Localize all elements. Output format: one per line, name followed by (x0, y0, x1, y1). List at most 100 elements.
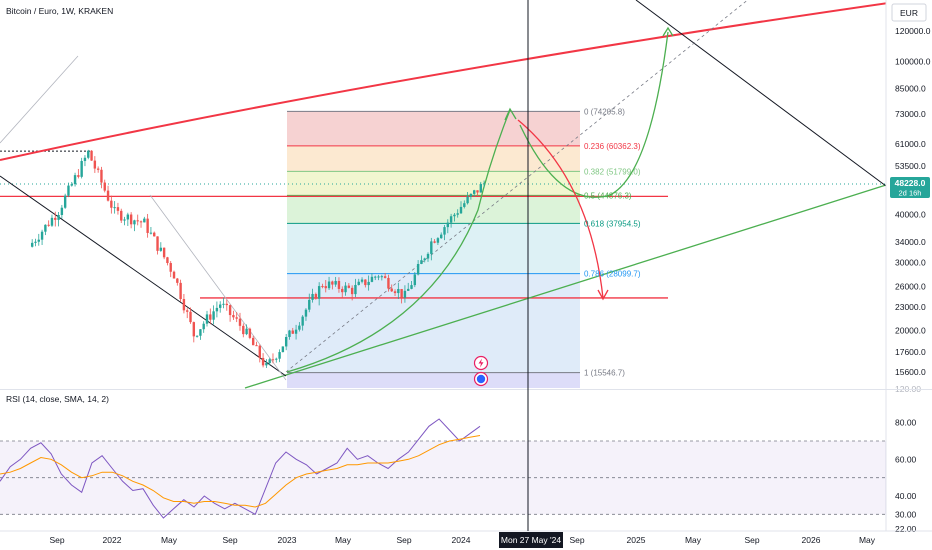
candle-body (347, 285, 351, 288)
crosshair-date: Mon 27 May '24 (501, 535, 561, 545)
price-tick: 20000.0 (895, 325, 926, 335)
candle-body (57, 214, 60, 220)
candle-body (73, 175, 77, 185)
candle-body (44, 224, 47, 232)
candle-body (410, 285, 413, 289)
candle-body (271, 359, 275, 361)
candle-body (146, 218, 149, 233)
candle-body (60, 207, 64, 215)
candle-body (40, 231, 44, 240)
candle-body (176, 278, 179, 283)
drawing-layer[interactable] (0, 0, 930, 389)
candle-body (331, 281, 334, 285)
candle-body (407, 288, 410, 291)
candle-body (195, 335, 199, 337)
candle-body (413, 274, 417, 286)
candle-body (156, 236, 159, 251)
candle-body (235, 317, 238, 319)
price-tick: 17600.0 (895, 347, 926, 357)
candle-body (162, 247, 166, 258)
fib-label: 0.236 (60362.3) (584, 142, 641, 151)
time-axis[interactable]: Sep 2022 May Sep 2023 May Sep 2024 Sep 2025 May Sep… (49, 535, 875, 545)
candle-body (436, 238, 440, 243)
candle-body (423, 258, 426, 261)
lightning-icon[interactable] (473, 355, 489, 371)
candle-body (383, 276, 387, 278)
price-axis[interactable] (886, 0, 932, 531)
rsi-line (0, 418, 481, 519)
price-tick: 15600.0 (895, 367, 926, 377)
candle-body (228, 305, 232, 316)
last-price-tag (890, 177, 930, 198)
price-tick: 23000.0 (895, 302, 926, 312)
price-tick: 40000.0 (895, 210, 926, 220)
price-tick: 30000.0 (895, 258, 926, 268)
price-tick: 85000.0 (895, 84, 926, 94)
candle-body (449, 216, 453, 223)
candle-body (110, 200, 113, 208)
price-tick: 34000.0 (895, 237, 926, 247)
descending-line (0, 175, 287, 377)
candle-body (80, 160, 83, 177)
candle-body (225, 303, 228, 306)
candle-body (430, 241, 433, 254)
candle-body (261, 357, 265, 366)
candle-body (304, 309, 308, 317)
fib-zone (287, 273, 580, 373)
candle-body (116, 207, 120, 211)
candle-body (129, 214, 133, 225)
candle-body (466, 196, 469, 204)
candle-body (126, 214, 130, 220)
rsi-tick: 80.00 (895, 418, 917, 428)
currency-button[interactable] (891, 3, 927, 22)
candle-body (456, 213, 459, 215)
candle-body (248, 328, 252, 338)
candle-body (301, 316, 304, 326)
candle-body (268, 359, 271, 364)
candle-body (440, 234, 443, 239)
candle-body (37, 239, 40, 242)
candle-body (202, 323, 205, 330)
event-marker-icon[interactable] (473, 371, 489, 387)
candle-body (232, 315, 235, 318)
price-tick: 73000.0 (895, 109, 926, 119)
fib-zone (287, 171, 580, 196)
fib-label: 0 (74205.8) (584, 107, 625, 116)
rsi-tick: 40.00 (895, 491, 917, 501)
candle-body (179, 282, 182, 300)
trend-line (0, 55, 79, 144)
candle-body (479, 184, 482, 193)
candle-body (265, 363, 268, 366)
candle-body (469, 193, 473, 197)
last-price: 48228.0 (895, 178, 926, 188)
candle-body (251, 337, 255, 346)
candle-body (100, 169, 103, 183)
candle-body (159, 247, 163, 251)
candle-body (327, 281, 331, 289)
fib-zone (287, 111, 580, 146)
time-tick: 2024 (452, 535, 471, 545)
trend-line (149, 194, 287, 381)
rsi-tick: 30.00 (895, 509, 917, 519)
candle-body (209, 314, 212, 320)
fib-retracement[interactable] (287, 110, 580, 388)
candle-body (47, 224, 50, 226)
fib-label: 0.786 (28099.7) (584, 270, 641, 279)
candle-body (360, 279, 364, 282)
candle-body (205, 314, 209, 324)
candle-body (377, 276, 380, 278)
candle-body (166, 257, 169, 264)
rsi-title: RSI (14, close, SMA, 14, 2) (6, 394, 109, 404)
rsi-sma-line (0, 435, 481, 508)
candle-body (387, 277, 390, 289)
candle-body (380, 276, 384, 278)
time-tick: 2023 (278, 535, 297, 545)
candle-body (367, 281, 370, 286)
price-tick: 100000.0 (895, 56, 931, 66)
candle-body (472, 190, 476, 194)
channel-bottom-line (244, 184, 887, 389)
candle-body (374, 276, 377, 278)
fib-label: 0.5 (44876.3) (584, 191, 632, 200)
rsi-pane[interactable] (0, 418, 886, 519)
